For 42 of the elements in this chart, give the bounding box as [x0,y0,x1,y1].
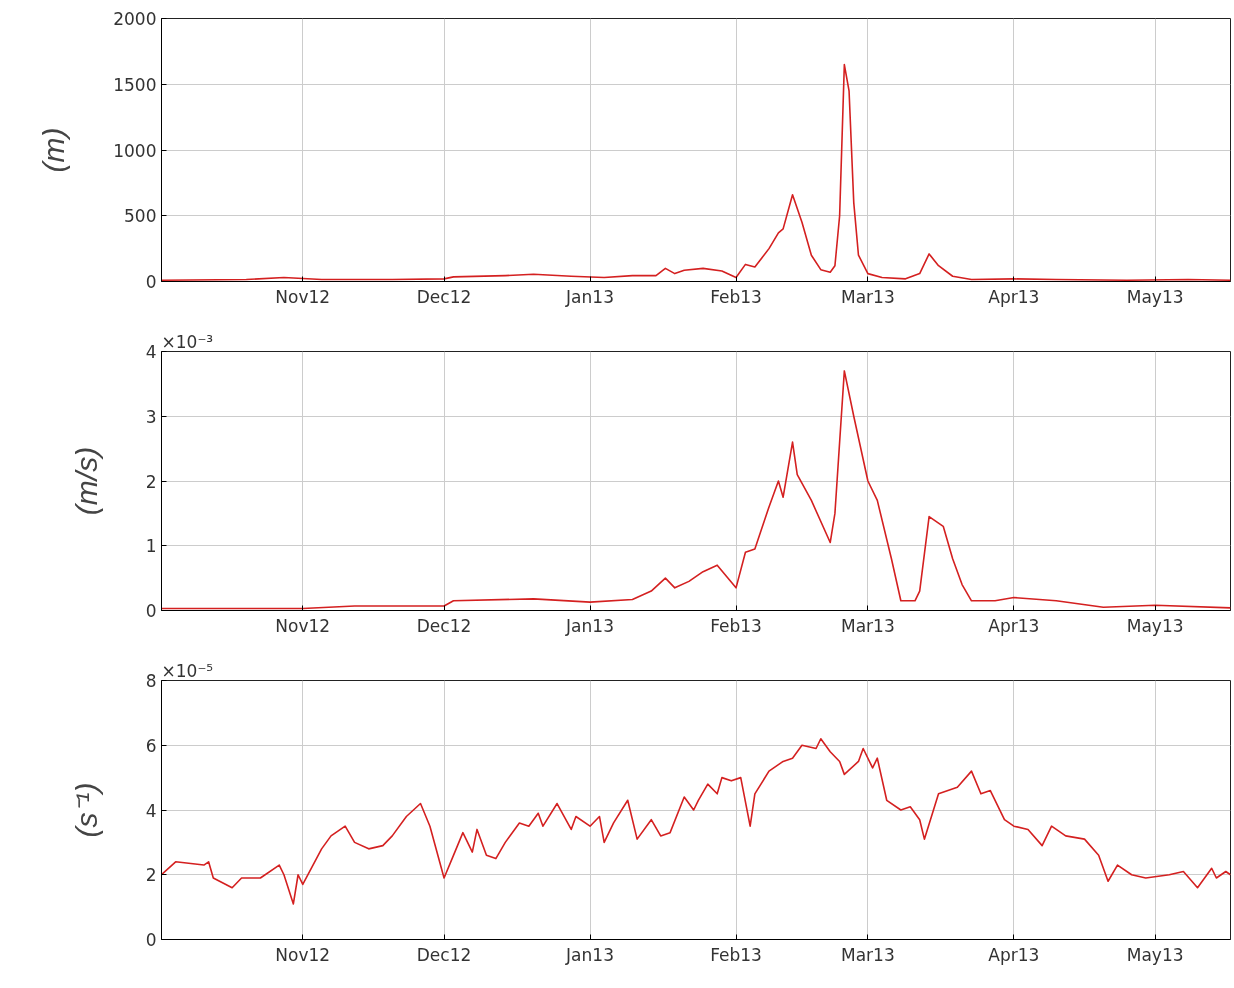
y-tick-label: 2 [145,865,157,886]
x-tick-label: Feb13 [710,944,762,965]
x-tick-label: Mar13 [841,615,895,636]
y-tick-label: 0 [145,601,157,621]
text: ×10⁻⁵ [161,660,214,681]
x-tick-label: Jan13 [565,944,614,965]
x-tick-label: Apr13 [988,286,1040,307]
x-tick-label: May13 [1126,615,1184,636]
text: ×10⁻³ [161,331,214,352]
y-tick-label: 2000 [113,9,157,29]
y-tick-label: 2 [145,471,157,492]
y-tick-label: 500 [124,206,157,227]
x-tick-label: Mar13 [841,944,895,965]
y-tick-label: 1000 [113,140,157,161]
y-tick-label: 6 [145,735,157,756]
x-tick-label: Jan13 [565,286,614,307]
y-tick-label: 1500 [113,74,157,95]
y-tick-label: 0 [145,930,157,950]
x-tick-label: Mar13 [841,286,895,307]
x-tick-label: May13 [1126,286,1184,307]
y-tick-label: 1 [145,536,157,557]
y-tick-label: 8 [145,671,157,691]
x-tick-label: Feb13 [710,615,762,636]
line-series [161,737,1231,905]
x-tick-label: Dec12 [416,944,472,965]
x-tick-label: Nov12 [275,286,331,307]
x-tick-label: Jan13 [565,615,614,636]
y-tick-label: 4 [145,342,157,362]
y-axis-title: (m) [37,127,71,173]
x-tick-label: Dec12 [416,286,472,307]
y-axis-title: (s⁻¹) [69,782,103,838]
x-tick-label: Dec12 [416,615,472,636]
x-tick-label: Nov12 [275,944,331,965]
y-tick-label: 3 [145,406,157,427]
x-tick-label: Apr13 [988,944,1040,965]
x-tick-label: Nov12 [275,615,331,636]
x-tick-label: Feb13 [710,286,762,307]
x-tick-label: May13 [1126,944,1184,965]
x-tick-label: Apr13 [988,615,1040,636]
y-tick-label: 0 [145,272,157,292]
y-axis-title: (m/s) [69,446,103,516]
y-tick-label: 4 [145,800,157,821]
